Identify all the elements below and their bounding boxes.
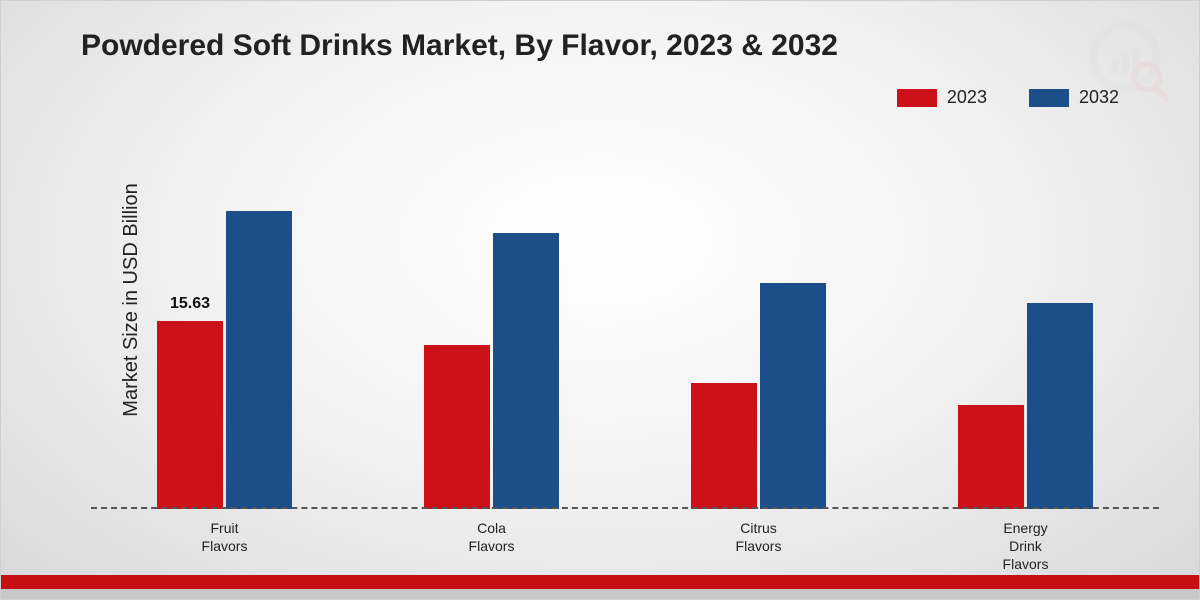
x-label-line: Flavors: [469, 538, 515, 554]
chart-title: Powdered Soft Drinks Market, By Flavor, …: [81, 29, 838, 63]
x-label-line: Citrus: [740, 520, 777, 536]
bar-group-fruit: 15.63: [157, 211, 292, 509]
legend-label-2032: 2032: [1079, 87, 1119, 108]
plot-area: 15.63: [91, 151, 1159, 509]
bar-2032-energy: [1027, 303, 1093, 509]
legend-item-2032: 2032: [1029, 87, 1119, 108]
x-axis-labels: Fruit Flavors Cola Flavors Citrus Flavor…: [91, 519, 1159, 569]
x-label-line: Cola: [477, 520, 506, 536]
bar-2032-citrus: [760, 283, 826, 509]
bar-group-citrus: [691, 283, 826, 509]
bar-2023-citrus: [691, 383, 757, 509]
bar-group-energy: [958, 303, 1093, 509]
bar-groups: 15.63: [91, 151, 1159, 509]
legend-swatch-2023: [897, 89, 937, 107]
x-label-cola: Cola Flavors: [412, 519, 572, 569]
chart-container: Powdered Soft Drinks Market, By Flavor, …: [0, 0, 1200, 600]
legend-swatch-2032: [1029, 89, 1069, 107]
x-label-energy: Energy Drink Flavors: [946, 519, 1106, 569]
legend-label-2023: 2023: [947, 87, 987, 108]
bar-2023-fruit: [157, 321, 223, 509]
bar-2023-cola: [424, 345, 490, 509]
x-label-line: Flavors: [202, 538, 248, 554]
bar-2023-energy: [958, 405, 1024, 509]
x-label-citrus: Citrus Flavors: [679, 519, 839, 569]
bar-group-cola: [424, 233, 559, 509]
footer-stripe-gray: [1, 589, 1199, 599]
footer-stripe-red: [1, 575, 1199, 589]
bar-wrapper: 15.63: [157, 321, 223, 509]
x-axis-baseline: [91, 507, 1159, 509]
x-label-line: Fruit: [211, 520, 239, 536]
legend: 2023 2032: [897, 87, 1119, 108]
value-label: 15.63: [157, 295, 223, 313]
bar-2032-fruit: [226, 211, 292, 509]
x-label-line: Energy: [1003, 520, 1047, 536]
x-label-line: Drink: [1009, 538, 1042, 554]
x-label-line: Flavors: [736, 538, 782, 554]
legend-item-2023: 2023: [897, 87, 987, 108]
bar-2032-cola: [493, 233, 559, 509]
x-label-fruit: Fruit Flavors: [145, 519, 305, 569]
x-label-line: Flavors: [1003, 556, 1049, 572]
